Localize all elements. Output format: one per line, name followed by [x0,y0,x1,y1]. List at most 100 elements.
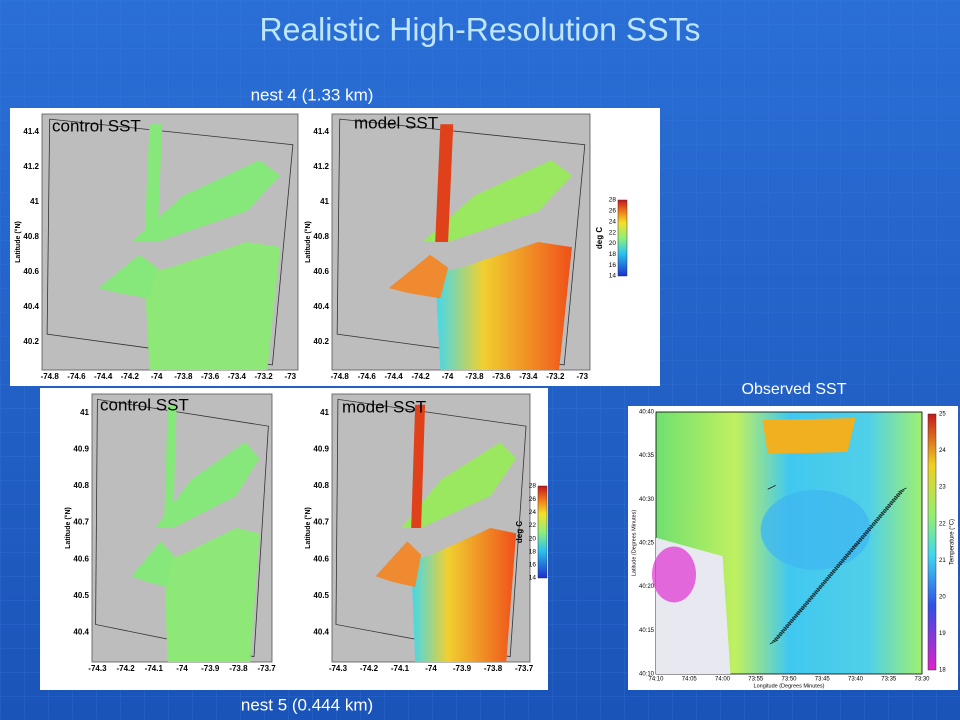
lon-tick-label: 73:50 [781,677,797,683]
ocean [435,242,572,370]
lat-tick-label: 40.8 [23,232,39,241]
lon-tick-label: 73:35 [881,677,897,683]
lat-tick-label: 40:20 [639,584,655,590]
lon-tick-label: 74:10 [648,677,664,683]
current-vector [798,605,807,611]
current-vector [803,600,812,605]
current-vector [834,563,843,569]
lat-tick-label: 40.5 [313,591,329,600]
lat-tick-label: 40:30 [639,497,655,503]
observed-eddy [760,489,871,570]
current-vector [840,555,850,561]
lat-tick-label: 40:25 [639,541,655,547]
current-vector [820,579,830,584]
lon-tick-label: -73 [285,372,297,381]
ocean [411,528,517,662]
lon-tick-label: -73.2 [546,372,565,381]
lon-tick-label: 74:00 [715,677,731,683]
current-vector [880,508,889,514]
current-vector [893,492,903,498]
current-vector [816,584,825,590]
nest5-label: nest 5 (0.444 km) [241,695,373,714]
current-vector [831,566,841,571]
current-vector [885,503,894,509]
colorbar-tick-label: 16 [609,262,617,269]
lat-tick-label: 40.9 [73,444,89,453]
lat-tick-label: 40:15 [639,628,655,634]
title: Realistic High-Resolution SSTs [259,11,700,47]
lat-tick-label: 41.4 [23,127,39,136]
current-vector [856,537,865,543]
current-vector [891,495,900,501]
colorbar-tick-label: 20 [609,240,617,247]
current-vector [827,571,836,577]
river [164,404,177,528]
harbor [98,254,158,299]
current-vector [811,589,821,595]
colorbar-tick-label: 19 [939,631,946,637]
x-axis-label: Longitude (Degrees Minutes) [754,683,825,689]
lat-tick-label: 40.4 [23,302,39,311]
current-vector [896,490,905,495]
lon-tick-label: -74.8 [331,372,350,381]
lat-tick-label: 41 [80,408,89,417]
colorbar-tick-label: 18 [939,668,946,674]
lat-tick-label: 40.8 [313,232,329,241]
current-vector [825,574,834,579]
lon-tick-label: -74.8 [41,372,60,381]
harbor [388,254,449,299]
colorbar-tick-label: 24 [939,448,946,454]
lon-tick-label: -73.6 [492,372,511,381]
current-vector [771,637,781,642]
y-axis-label: Latitude (Degrees Minutes) [631,510,637,577]
current-vector [842,553,852,558]
lon-tick-label: -74.2 [360,664,379,673]
current-vector [858,534,867,540]
lon-tick-label: 73:55 [748,677,764,683]
colorbar-tick-label: 14 [609,273,617,280]
current-vector [814,587,823,592]
lon-tick-label: -74.3 [329,664,348,673]
current-vector [869,521,878,527]
lon-tick-label: -73.8 [229,664,248,673]
lat-tick-label: 40.4 [313,302,329,311]
lon-tick-label: -73.8 [465,372,484,381]
domain-frame [95,398,269,658]
lat-tick-label: 41.2 [23,162,39,171]
colorbar-tick-label: 20 [939,594,946,600]
lon-tick-label: -74.1 [391,664,410,673]
colorbar [617,199,628,277]
lon-tick-label: -74.3 [88,664,107,673]
colorbar-tick-label: 23 [939,485,946,491]
harbor [375,541,422,587]
current-vector [805,597,814,603]
lon-tick-label: 73:40 [848,677,864,683]
domain-frame [46,118,294,366]
nest4-label: nest 4 (1.33 km) [251,85,374,104]
colorbar-tick-label: 18 [609,251,617,258]
lon-tick-label: 74:05 [682,677,698,683]
colorbar-tick-label: 24 [609,218,617,225]
y-axis-label: Latitude (°N) [304,221,312,263]
colorbar-tick-label: 24 [529,509,537,516]
lon-tick-label: 73:30 [914,677,930,683]
lat-tick-label: 40.6 [313,267,329,276]
domain-frame [336,118,586,366]
colorbar-tick-label: 28 [529,483,537,490]
lon-tick-label: -74.2 [411,372,430,381]
lon-tick-label: -73.7 [515,664,534,673]
observed-magenta [652,546,696,603]
colorbar-tick-label: 18 [529,548,537,555]
current-vector [865,526,874,532]
lon-tick-label: -74 [176,664,188,673]
lat-tick-label: 41.4 [313,127,329,136]
ocean [164,528,260,662]
current-vector [787,618,796,624]
current-vector [867,524,876,529]
lat-tick-label: 40.4 [313,628,329,637]
lon-tick-label: -73.9 [453,664,472,673]
current-vector [882,506,892,511]
colorbar [537,485,548,579]
domain-frame [335,398,527,658]
current-vector [794,610,803,616]
